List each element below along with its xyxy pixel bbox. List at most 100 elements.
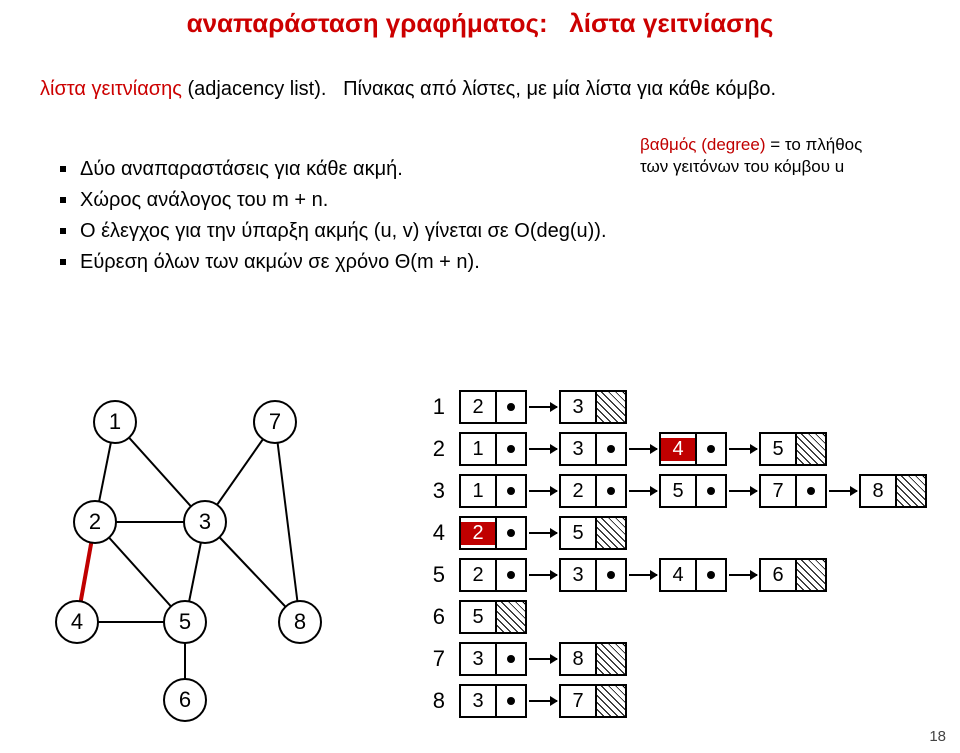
adj-row-index: 6 — [415, 604, 445, 630]
arrow-icon — [729, 574, 757, 576]
bullet-dot — [60, 197, 66, 203]
pointer-icon — [795, 476, 825, 506]
adj-cell-value: 8 — [561, 648, 595, 671]
bullet-item: Δύο αναπαραστάσεις για κάθε ακμή. — [80, 154, 403, 185]
adj-row-index: 7 — [415, 646, 445, 672]
pointer-bullet-icon — [507, 487, 515, 495]
adj-cell: 8 — [859, 474, 927, 508]
adj-cell: 1 — [459, 474, 527, 508]
slide-title: αναπαράσταση γραφήματος: λίστα γειτνίαση… — [0, 8, 960, 39]
pointer-bullet-icon — [507, 445, 515, 453]
intro-paren: (adjacency list). — [187, 78, 326, 100]
graph-edge — [275, 422, 300, 622]
graph-node: 5 — [163, 600, 207, 644]
pointer-bullet-icon — [707, 487, 715, 495]
pointer-bullet-icon — [507, 655, 515, 663]
adj-cell: 4 — [659, 558, 727, 592]
pointer-icon — [495, 518, 525, 548]
arrow-icon — [529, 658, 557, 660]
graph-node: 4 — [55, 600, 99, 644]
null-pointer-icon — [595, 644, 625, 674]
null-pointer-icon — [595, 686, 625, 716]
null-pointer-icon — [495, 602, 525, 632]
pointer-bullet-icon — [507, 697, 515, 705]
pointer-icon — [695, 560, 725, 590]
adj-cell: 3 — [559, 390, 627, 424]
graph-edges-svg — [55, 400, 365, 740]
graph-node: 3 — [183, 500, 227, 544]
adj-cell: 8 — [559, 642, 627, 676]
adj-cell: 7 — [759, 474, 827, 508]
graph-node: 8 — [278, 600, 322, 644]
intro-sentence: Πίνακας από λίστες, με μία λίστα για κάθ… — [343, 78, 776, 100]
arrow-icon — [529, 448, 557, 450]
degree-term: βαθμός (degree) — [640, 135, 765, 154]
adj-cell: 5 — [659, 474, 727, 508]
arrow-icon — [529, 532, 557, 534]
title-part-a: αναπαράσταση γραφήματος: — [187, 8, 548, 38]
adj-row-index: 4 — [415, 520, 445, 546]
adj-cell: 1 — [459, 432, 527, 466]
pointer-bullet-icon — [707, 445, 715, 453]
adj-cell: 3 — [559, 558, 627, 592]
pointer-icon — [595, 434, 625, 464]
adj-row-index: 1 — [415, 394, 445, 420]
adj-cell: 3 — [459, 642, 527, 676]
adj-cell: 2 — [559, 474, 627, 508]
arrow-icon — [529, 490, 557, 492]
adj-cell-value: 2 — [561, 480, 595, 503]
graph-diagram: 17234586 — [55, 400, 365, 710]
adj-cell-value: 5 — [661, 480, 695, 503]
adj-row-index: 8 — [415, 688, 445, 714]
pointer-icon — [695, 476, 725, 506]
adj-cell-value: 2 — [461, 522, 495, 545]
adj-row-index: 3 — [415, 478, 445, 504]
adjacency-list: 123213453125784255234665738837 — [415, 388, 927, 724]
adj-cell: 2 — [459, 516, 527, 550]
pointer-icon — [495, 392, 525, 422]
adj-row: 425 — [415, 514, 927, 552]
arrow-icon — [629, 574, 657, 576]
pointer-bullet-icon — [607, 571, 615, 579]
adj-cell: 5 — [759, 432, 827, 466]
adj-cell-value: 7 — [561, 690, 595, 713]
arrow-icon — [729, 448, 757, 450]
adj-row: 31 2 5 7 8 — [415, 472, 927, 510]
adj-cell: 6 — [759, 558, 827, 592]
adj-cell-value: 3 — [561, 438, 595, 461]
pointer-icon — [495, 476, 525, 506]
bullet-item: Εύρεση όλων των ακμών σε χρόνο Θ(m + n). — [80, 247, 480, 278]
pointer-icon — [595, 560, 625, 590]
null-pointer-icon — [595, 518, 625, 548]
adj-cell-value: 4 — [661, 438, 695, 461]
adj-cell-value: 3 — [561, 564, 595, 587]
arrow-icon — [629, 490, 657, 492]
adj-row-index: 5 — [415, 562, 445, 588]
arrow-icon — [529, 406, 557, 408]
pointer-icon — [495, 644, 525, 674]
adj-row-index: 2 — [415, 436, 445, 462]
null-pointer-icon — [595, 392, 625, 422]
graph-node: 6 — [163, 678, 207, 722]
adj-cell: 7 — [559, 684, 627, 718]
title-part-b: λίστα γειτνίασης — [569, 8, 773, 38]
adj-cell: 5 — [459, 600, 527, 634]
arrow-icon — [529, 574, 557, 576]
bullet-dot — [60, 166, 66, 172]
adj-cell-value: 8 — [861, 480, 895, 503]
pointer-bullet-icon — [707, 571, 715, 579]
pointer-bullet-icon — [807, 487, 815, 495]
adj-cell-value: 6 — [761, 564, 795, 587]
arrow-icon — [729, 490, 757, 492]
pointer-icon — [495, 560, 525, 590]
null-pointer-icon — [795, 560, 825, 590]
intro-term: λίστα γειτνίασης — [40, 78, 182, 100]
pointer-icon — [595, 476, 625, 506]
bullet-dot — [60, 228, 66, 234]
adj-cell-value: 4 — [661, 564, 695, 587]
adj-cell: 3 — [459, 684, 527, 718]
graph-node: 7 — [253, 400, 297, 444]
adj-row: 83 7 — [415, 682, 927, 720]
adj-cell: 2 — [459, 558, 527, 592]
adj-cell: 4 — [659, 432, 727, 466]
